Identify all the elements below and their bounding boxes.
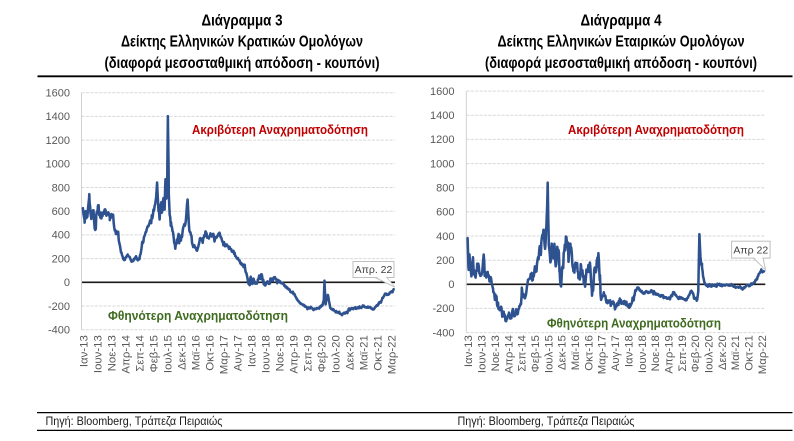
svg-text:Σεπ-14: Σεπ-14 [135, 335, 147, 371]
svg-text:800: 800 [436, 183, 454, 195]
svg-text:Μαϊ-16: Μαϊ-16 [570, 335, 582, 370]
svg-text:Μαρ-22: Μαρ-22 [386, 335, 398, 374]
svg-text:Μαρ-17: Μαρ-17 [219, 335, 231, 374]
svg-text:1600: 1600 [46, 88, 70, 100]
svg-text:Φθηνότερη Αναχρηματοδότηση: Φθηνότερη Αναχρηματοδότηση [108, 309, 288, 323]
svg-text:Νοε-13: Νοε-13 [107, 335, 119, 371]
svg-text:400: 400 [436, 231, 454, 243]
svg-text:Νοε-18: Νοε-18 [650, 335, 662, 371]
svg-text:-200: -200 [48, 301, 70, 313]
svg-text:Μαϊ-16: Μαϊ-16 [191, 335, 203, 370]
svg-text:Σεπ-14: Σεπ-14 [517, 335, 529, 371]
svg-text:Πηγή: Bloomberg, Τράπεζα Πειρα: Πηγή: Bloomberg, Τράπεζα Πειραιώς [458, 416, 635, 428]
svg-text:Διάγραμμα 4: Διάγραμμα 4 [581, 13, 662, 30]
svg-text:Ιουλ-20: Ιουλ-20 [330, 335, 342, 373]
svg-text:Δεκ-15: Δεκ-15 [177, 335, 189, 370]
svg-text:Ιουν-13: Ιουν-13 [477, 335, 489, 373]
svg-text:Ακριβότερη Αναχρηματοδότηση: Ακριβότερη Αναχρηματοδότηση [568, 123, 744, 137]
svg-text:1200: 1200 [46, 135, 70, 147]
svg-text:Δείκτης Ελληνικών Κρατικών Ομο: Δείκτης Ελληνικών Κρατικών Ομολόγων [121, 34, 363, 51]
svg-text:Οκτ-21: Οκτ-21 [372, 335, 384, 371]
svg-text:Σεπ-19: Σεπ-19 [302, 335, 314, 371]
svg-text:Απρ. 22: Απρ. 22 [355, 264, 393, 276]
svg-text:Απρ-14: Απρ-14 [503, 335, 515, 373]
svg-text:-400: -400 [48, 325, 70, 337]
svg-text:Ιουλ-15: Ιουλ-15 [543, 335, 555, 373]
svg-text:Ιουν-18: Ιουν-18 [637, 335, 649, 373]
svg-text:Ιαν-13: Ιαν-13 [79, 335, 91, 367]
svg-text:Διάγραμμα 3: Διάγραμμα 3 [202, 13, 283, 30]
svg-text:Αυγ-17: Αυγ-17 [233, 335, 245, 371]
svg-text:Ιουν-13: Ιουν-13 [93, 335, 105, 373]
svg-text:Ιουλ-15: Ιουλ-15 [163, 335, 175, 373]
svg-text:0: 0 [448, 279, 454, 291]
svg-text:Νοε-13: Νοε-13 [490, 335, 502, 371]
svg-text:Ιαν-13: Ιαν-13 [463, 335, 475, 367]
svg-text:Ιουλ-20: Ιουλ-20 [704, 335, 716, 373]
svg-text:200: 200 [52, 253, 70, 265]
svg-text:400: 400 [52, 230, 70, 242]
svg-text:Απρ-19: Απρ-19 [288, 335, 300, 373]
svg-text:Δεκ-20: Δεκ-20 [717, 335, 729, 370]
svg-text:Απρ-14: Απρ-14 [121, 335, 133, 373]
svg-text:Ακριβότερη Αναχρηματοδότηση: Ακριβότερη Αναχρηματοδότηση [192, 123, 368, 137]
svg-text:Φεβ-15: Φεβ-15 [149, 335, 161, 372]
svg-text:1400: 1400 [46, 111, 70, 123]
svg-text:Ιαν-18: Ιαν-18 [623, 335, 635, 367]
svg-text:Σεπ-19: Σεπ-19 [677, 335, 689, 371]
svg-text:Ιουν-18: Ιουν-18 [260, 335, 272, 373]
svg-text:Οκτ-21: Οκτ-21 [744, 335, 756, 371]
svg-text:Δεκ-20: Δεκ-20 [344, 335, 356, 370]
svg-text:Πηγή: Bloomberg, Τράπεζα Πειρα: Πηγή: Bloomberg, Τράπεζα Πειραιώς [46, 416, 223, 428]
svg-text:1600: 1600 [430, 86, 454, 98]
svg-text:200: 200 [436, 255, 454, 267]
svg-text:(διαφορά μεσοσταθμική απόδοση: (διαφορά μεσοσταθμική απόδοση - κουπόνι) [105, 55, 380, 72]
svg-text:1200: 1200 [430, 134, 454, 146]
svg-text:800: 800 [52, 182, 70, 194]
svg-text:Φθηνότερη Αναχρηματοδότηση: Φθηνότερη Αναχρηματοδότηση [547, 317, 721, 331]
svg-text:Απρ 22: Απρ 22 [733, 244, 768, 256]
svg-text:Ιαν-18: Ιαν-18 [246, 335, 258, 367]
svg-text:600: 600 [436, 207, 454, 219]
svg-text:Μαϊ-21: Μαϊ-21 [358, 335, 370, 370]
svg-text:-400: -400 [432, 327, 454, 339]
svg-text:Οκτ-16: Οκτ-16 [205, 335, 217, 371]
svg-text:600: 600 [52, 206, 70, 218]
svg-text:Οκτ-16: Οκτ-16 [583, 335, 595, 371]
svg-text:Φεβ-20: Φεβ-20 [690, 335, 702, 372]
svg-text:Δείκτης Ελληνικών Εταιρικών Ομ: Δείκτης Ελληνικών Εταιρικών Ομολόγων [498, 34, 745, 51]
svg-text:Μαρ-22: Μαρ-22 [757, 335, 769, 374]
svg-text:Φεβ-20: Φεβ-20 [316, 335, 328, 372]
svg-text:Απρ-19: Απρ-19 [664, 335, 676, 373]
svg-text:Δεκ-15: Δεκ-15 [557, 335, 569, 370]
svg-text:-200: -200 [432, 303, 454, 315]
svg-text:Φεβ-15: Φεβ-15 [530, 335, 542, 372]
svg-text:Μαϊ-21: Μαϊ-21 [730, 335, 742, 370]
svg-text:1000: 1000 [430, 158, 454, 170]
svg-text:Μαρ-17: Μαρ-17 [597, 335, 609, 374]
svg-text:Αυγ-17: Αυγ-17 [610, 335, 622, 371]
svg-text:(διαφορά μεσοσταθμική απόδοση: (διαφορά μεσοσταθμική απόδοση - κουπόνι) [485, 55, 757, 72]
svg-text:0: 0 [64, 277, 70, 289]
svg-text:1000: 1000 [46, 159, 70, 171]
svg-text:Νοε-18: Νοε-18 [274, 335, 286, 371]
svg-text:1400: 1400 [430, 110, 454, 122]
